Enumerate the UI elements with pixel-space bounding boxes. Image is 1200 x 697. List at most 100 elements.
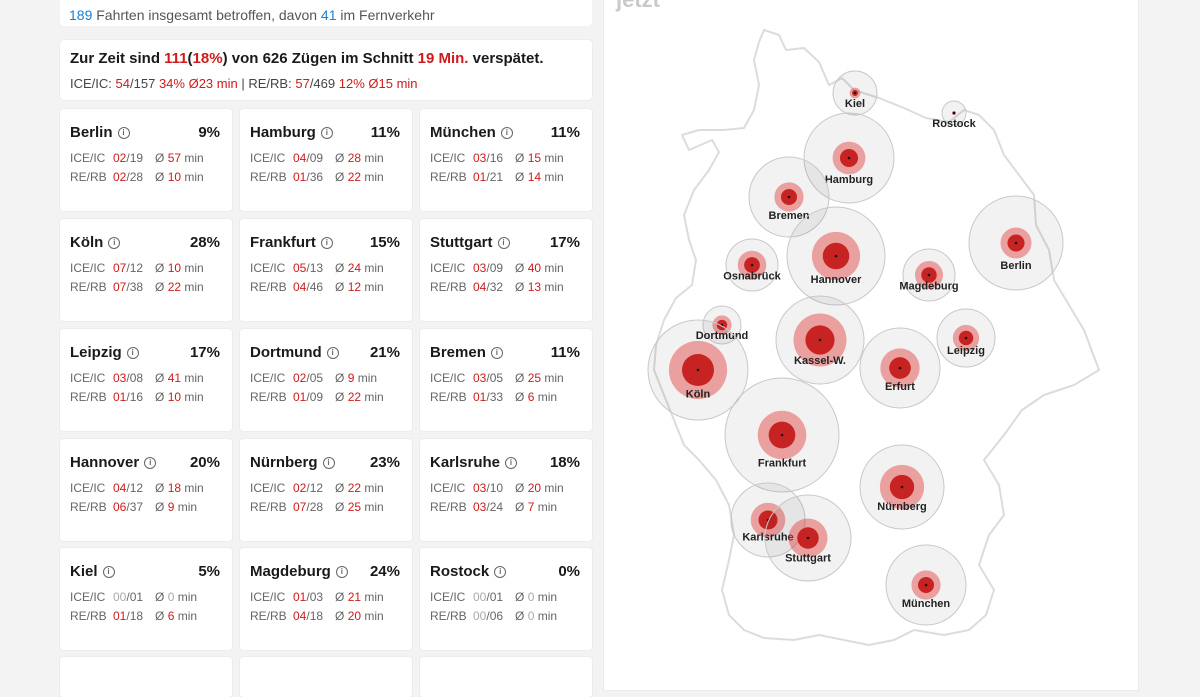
- map-city-marker[interactable]: Erfurt: [859, 327, 941, 409]
- city-card[interactable]: Hamburg i 11% ICE/IC 04/09 Ø 28 min RE/RB 01/36…: [240, 109, 412, 211]
- info-icon[interactable]: i: [494, 565, 507, 578]
- city-card[interactable]: Berlin i 9% ICE/IC 02/19 Ø 57 min RE/RB 02/28 Ø …: [60, 109, 232, 211]
- info-icon[interactable]: i: [102, 565, 115, 578]
- map-city-marker[interactable]: Osnabrück: [723, 238, 782, 292]
- re-total: /469: [309, 76, 336, 91]
- map-city-marker[interactable]: Karlsruhe: [730, 482, 806, 558]
- ice-label: ICE/IC:: [70, 76, 112, 91]
- city-name-row: Frankfurt i: [250, 234, 333, 251]
- map-city-marker[interactable]: Köln: [647, 319, 749, 421]
- ice-late: 03: [113, 371, 127, 385]
- info-icon[interactable]: i: [500, 126, 513, 139]
- re-total: 36: [309, 170, 324, 184]
- re-avg: Ø 25 min: [335, 500, 384, 514]
- ice-label: ICE/IC: [430, 261, 466, 275]
- info-icon[interactable]: i: [326, 346, 339, 359]
- min-unit: min: [184, 280, 204, 294]
- ice-avg: Ø 0 min: [515, 590, 557, 604]
- city-card-partial[interactable]: [420, 657, 592, 697]
- map-city-marker[interactable]: Kassel-W.: [775, 295, 865, 385]
- info-icon[interactable]: i: [322, 456, 335, 469]
- city-card-partial[interactable]: [60, 657, 232, 697]
- re-count: 07/38: [113, 280, 144, 294]
- city-card[interactable]: Bremen i 11% ICE/IC 03/05 Ø 25 min RE/RB 01/33 Ø…: [420, 329, 592, 431]
- city-name-row: Kiel i: [70, 563, 115, 580]
- info-icon[interactable]: i: [320, 126, 333, 139]
- city-name: Köln: [70, 234, 104, 251]
- city-name: Hamburg: [250, 124, 316, 141]
- city-name-row: Stuttgart i: [430, 234, 510, 251]
- city-card-partial[interactable]: [240, 657, 412, 697]
- city-late-pct: 18%: [549, 454, 580, 471]
- city-dot: [780, 433, 784, 437]
- min-unit: min: [364, 590, 384, 604]
- map-city-marker[interactable]: Stuttgart: [764, 494, 852, 582]
- re-total: 18: [129, 609, 144, 623]
- city-card[interactable]: Nürnberg i 23% ICE/IC 02/12 Ø 22 min RE/RB 07/2…: [240, 439, 412, 541]
- re-late: 01: [113, 390, 127, 404]
- ice-count: 02/19: [113, 151, 144, 165]
- info-icon[interactable]: i: [117, 126, 130, 139]
- city-card[interactable]: Rostock i 0% ICE/IC 00/01 Ø 0 min RE/RB 00/06 Ø …: [420, 548, 592, 650]
- city-card[interactable]: Stuttgart i 17% ICE/IC 03/09 Ø 40 min RE/RB 04/…: [420, 219, 592, 321]
- map-city-marker[interactable]: Berlin: [968, 195, 1064, 291]
- info-icon[interactable]: i: [505, 456, 518, 469]
- min-unit: min: [177, 500, 198, 514]
- city-card[interactable]: Hannover i 20% ICE/IC 04/12 Ø 18 min RE/RB 06/3…: [60, 439, 232, 541]
- ice-late: 00: [473, 590, 487, 604]
- city-card[interactable]: Frankfurt i 15% ICE/IC 05/13 Ø 24 min RE/RB 04/…: [240, 219, 412, 321]
- ice-avg: Ø 22 min: [335, 481, 384, 495]
- ice-label: ICE/IC: [430, 590, 466, 604]
- map-city-marker[interactable]: Rostock: [932, 100, 977, 130]
- info-icon[interactable]: i: [490, 346, 503, 359]
- city-card[interactable]: Karlsruhe i 18% ICE/IC 03/10 Ø 20 min RE/RB 03/…: [420, 439, 592, 541]
- re-avg: Ø 6 min: [155, 609, 197, 623]
- info-icon[interactable]: i: [497, 236, 510, 249]
- city-name: Frankfurt: [250, 234, 316, 251]
- map-city-marker[interactable]: Kiel: [832, 70, 878, 116]
- re-label: RE/RB: [70, 280, 107, 294]
- city-card[interactable]: Leipzig i 17% ICE/IC 03/08 Ø 41 min RE/RB 01/16…: [60, 329, 232, 431]
- city-dot: [924, 583, 928, 587]
- city-card[interactable]: Dortmund i 21% ICE/IC 02/05 Ø 9 min RE/RB 01/09…: [240, 329, 412, 431]
- affected-count: 189: [69, 7, 93, 23]
- ice-avg: Ø 40 min: [515, 261, 564, 275]
- re-avg-value: 22: [167, 280, 182, 294]
- avg-symbol: Ø: [155, 280, 165, 294]
- info-icon[interactable]: i: [335, 565, 348, 578]
- re-count: 00/06: [473, 609, 504, 623]
- city-dot: [853, 91, 857, 95]
- info-icon[interactable]: i: [144, 456, 157, 469]
- avg-symbol: Ø: [335, 151, 345, 165]
- re-late: 04: [473, 280, 487, 294]
- map-city-marker[interactable]: Bremen: [748, 156, 830, 238]
- city-card[interactable]: München i 11% ICE/IC 03/16 Ø 15 min RE/RB 01/21…: [420, 109, 592, 211]
- map-city-marker[interactable]: Nürnberg: [859, 444, 945, 530]
- re-late: 00: [473, 609, 487, 623]
- min-unit: min: [364, 390, 384, 404]
- city-late-pct: 21%: [369, 344, 400, 361]
- map-city-marker[interactable]: München: [885, 544, 967, 626]
- map-city-marker[interactable]: Magdeburg: [899, 248, 959, 302]
- city-dot: [834, 254, 838, 258]
- info-icon[interactable]: i: [108, 236, 121, 249]
- re-avg-value: 22: [347, 390, 362, 404]
- city-card[interactable]: Kiel i 5% ICE/IC 00/01 Ø 0 min RE/RB 01/18 Ø 6 m…: [60, 548, 232, 650]
- ice-avg: Ø 10 min: [155, 261, 204, 275]
- map-city-marker[interactable]: Frankfurt: [724, 377, 840, 493]
- ice-avg: Ø 21 min: [335, 590, 384, 604]
- map-city-marker[interactable]: Dortmund: [696, 305, 749, 345]
- summary-text-2: ) von 626 Zügen im Schnitt: [222, 50, 414, 67]
- info-icon[interactable]: i: [126, 346, 139, 359]
- map-city-marker[interactable]: Leipzig: [936, 308, 996, 368]
- map-city-marker[interactable]: Hannover: [786, 206, 886, 306]
- info-icon[interactable]: i: [320, 236, 333, 249]
- avg-symbol: Ø: [155, 390, 165, 404]
- city-name-row: München i: [430, 124, 513, 141]
- re-avg: Ø 22 min: [335, 390, 384, 404]
- city-card[interactable]: Magdeburg i 24% ICE/IC 01/03 Ø 21 min RE/RB 04/…: [240, 548, 412, 650]
- map-city-marker[interactable]: Hamburg: [803, 112, 895, 204]
- ice-total: 13: [309, 261, 324, 275]
- ice-avg-value: 9: [347, 371, 355, 385]
- city-card[interactable]: Köln i 28% ICE/IC 07/12 Ø 10 min RE/RB 07/38 Ø 2…: [60, 219, 232, 321]
